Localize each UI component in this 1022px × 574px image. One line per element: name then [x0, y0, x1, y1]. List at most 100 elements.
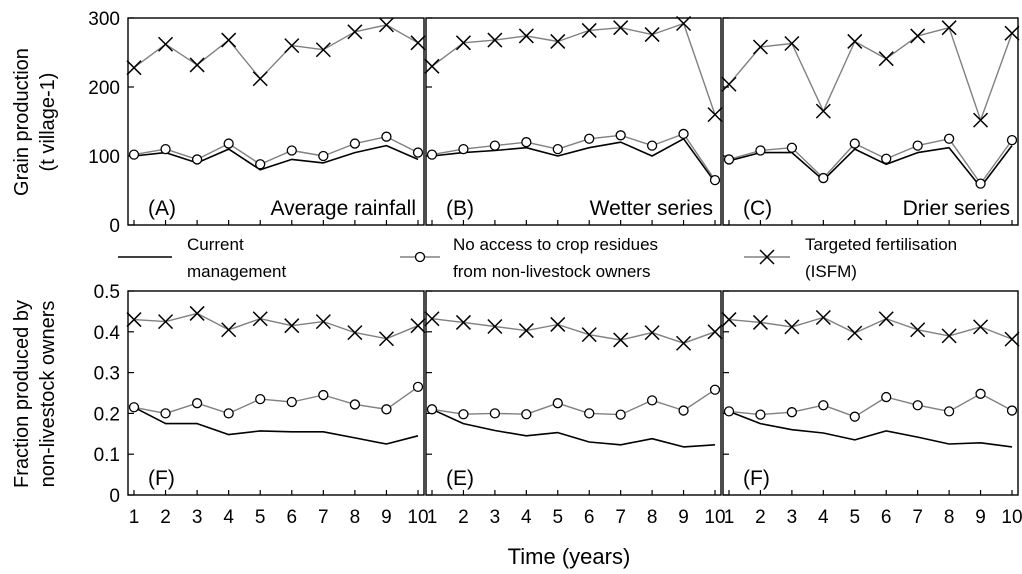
panel-label: (A): [148, 197, 176, 220]
targeted-point: [676, 15, 692, 32]
targeted-point: [126, 312, 142, 328]
targeted-point: [644, 27, 660, 43]
targeted-point: [910, 322, 926, 338]
series-line-3: [133, 24, 419, 80]
no-access-point: [723, 154, 735, 165]
x-tick-label: 7: [318, 507, 329, 528]
legend-current-label-line2: management: [187, 262, 287, 281]
targeted-point: [455, 35, 471, 51]
no-access-point: [318, 150, 329, 162]
targeted-point: [707, 324, 723, 340]
x-tick-label: 6: [286, 507, 297, 528]
series-line-2: [133, 135, 419, 166]
no-access-point: [489, 408, 501, 419]
panel-title: Wetter series: [590, 197, 713, 220]
no-access-point: [381, 131, 392, 142]
targeted-point: [1004, 25, 1020, 41]
targeted-point: [347, 325, 363, 341]
no-access-point: [755, 145, 766, 156]
targeted-point: [973, 319, 989, 335]
x-tick-label: 3: [787, 507, 798, 528]
targeted-point: [721, 312, 737, 328]
targeted-point: [158, 36, 174, 52]
x-tick-label: 8: [647, 507, 658, 528]
no-access-point: [426, 404, 438, 415]
x-tick-label: 10: [407, 507, 428, 528]
no-access-point: [646, 140, 658, 151]
no-access-point: [584, 408, 595, 419]
series-line-2: [728, 138, 1013, 185]
series-line-2: [728, 393, 1013, 418]
targeted-point: [315, 42, 331, 58]
legend-no-access-marker: [414, 251, 426, 263]
no-access-point: [678, 405, 689, 416]
targeted-point: [550, 33, 566, 49]
no-access-point: [381, 404, 392, 415]
series-line-3: [431, 22, 716, 115]
series-line-2: [431, 133, 716, 181]
panel-label: (C): [743, 197, 772, 220]
series-line-2: [431, 389, 716, 416]
panel-label: (F): [743, 467, 770, 490]
targeted-point: [581, 22, 597, 38]
panel-frame: [722, 17, 1019, 226]
no-access-point: [786, 142, 798, 153]
chart-panel-5: 1 2 3 4 5 6 7 8 9 10 (E): [424, 290, 726, 528]
chart-panel-2: (B) Wetter series: [424, 15, 723, 226]
targeted-point: [221, 322, 237, 338]
targeted-point: [613, 20, 629, 36]
targeted-point: [941, 328, 957, 344]
targeted-point: [784, 35, 800, 52]
x-tick-label: 4: [521, 507, 532, 528]
no-access-point: [223, 408, 234, 419]
targeted-point: [126, 60, 142, 76]
targeted-point: [347, 24, 363, 40]
x-tick-label: 7: [615, 507, 626, 528]
bottom-y-axis-title: Fraction produced by: [11, 300, 33, 488]
no-access-point: [489, 140, 501, 151]
no-access-point: [584, 133, 595, 144]
y-tick-label: 0.2: [94, 404, 120, 425]
targeted-point: [455, 314, 471, 330]
x-tick-label: 5: [255, 507, 266, 528]
targeted-point: [410, 318, 426, 334]
targeted-point: [424, 58, 440, 74]
no-access-point: [881, 391, 892, 403]
no-access-point: [709, 384, 721, 395]
y-tick-label: 0: [109, 216, 120, 237]
targeted-point: [518, 28, 534, 44]
legend-no-access-label-line2: from non-livestock owners: [453, 262, 650, 281]
targeted-point: [158, 314, 174, 330]
targeted-point: [424, 311, 440, 327]
targeted-point: [752, 39, 768, 55]
no-access-point: [912, 400, 923, 411]
x-axis-title: Time (years): [508, 544, 631, 569]
targeted-point: [784, 319, 800, 335]
y-tick-label: 100: [88, 147, 120, 168]
targeted-point: [941, 20, 957, 36]
x-tick-label: 6: [881, 507, 892, 528]
no-access-point: [128, 149, 140, 160]
targeted-point: [252, 311, 268, 327]
targeted-point: [284, 318, 300, 334]
no-access-point: [412, 381, 424, 393]
no-access-point: [912, 140, 923, 151]
panel-title: Drier series: [903, 197, 1010, 220]
legend-no-access-label: No access to crop residues: [453, 235, 658, 254]
y-tick-label: 200: [88, 78, 120, 99]
x-tick-label: 10: [1001, 507, 1022, 528]
targeted-point: [315, 314, 331, 330]
top-y-axis-unit: (t village-1): [37, 73, 59, 172]
chart-panel-4: 0 0.1 0.2 0.3 0.4 0.5 1 2 3 4 5 6 7 8 9 10 (F): [94, 282, 429, 528]
no-access-point: [975, 388, 986, 399]
chart-panel-3: (C) Drier series: [721, 17, 1020, 226]
y-tick-label: 300: [88, 9, 120, 30]
no-access-point: [723, 406, 735, 417]
no-access-point: [349, 138, 361, 149]
bottom-y-axis-title-line2: non-livestock owners: [37, 301, 59, 488]
panel-frame: [127, 290, 425, 496]
x-tick-label: 5: [552, 507, 563, 528]
targeted-point: [815, 103, 831, 119]
